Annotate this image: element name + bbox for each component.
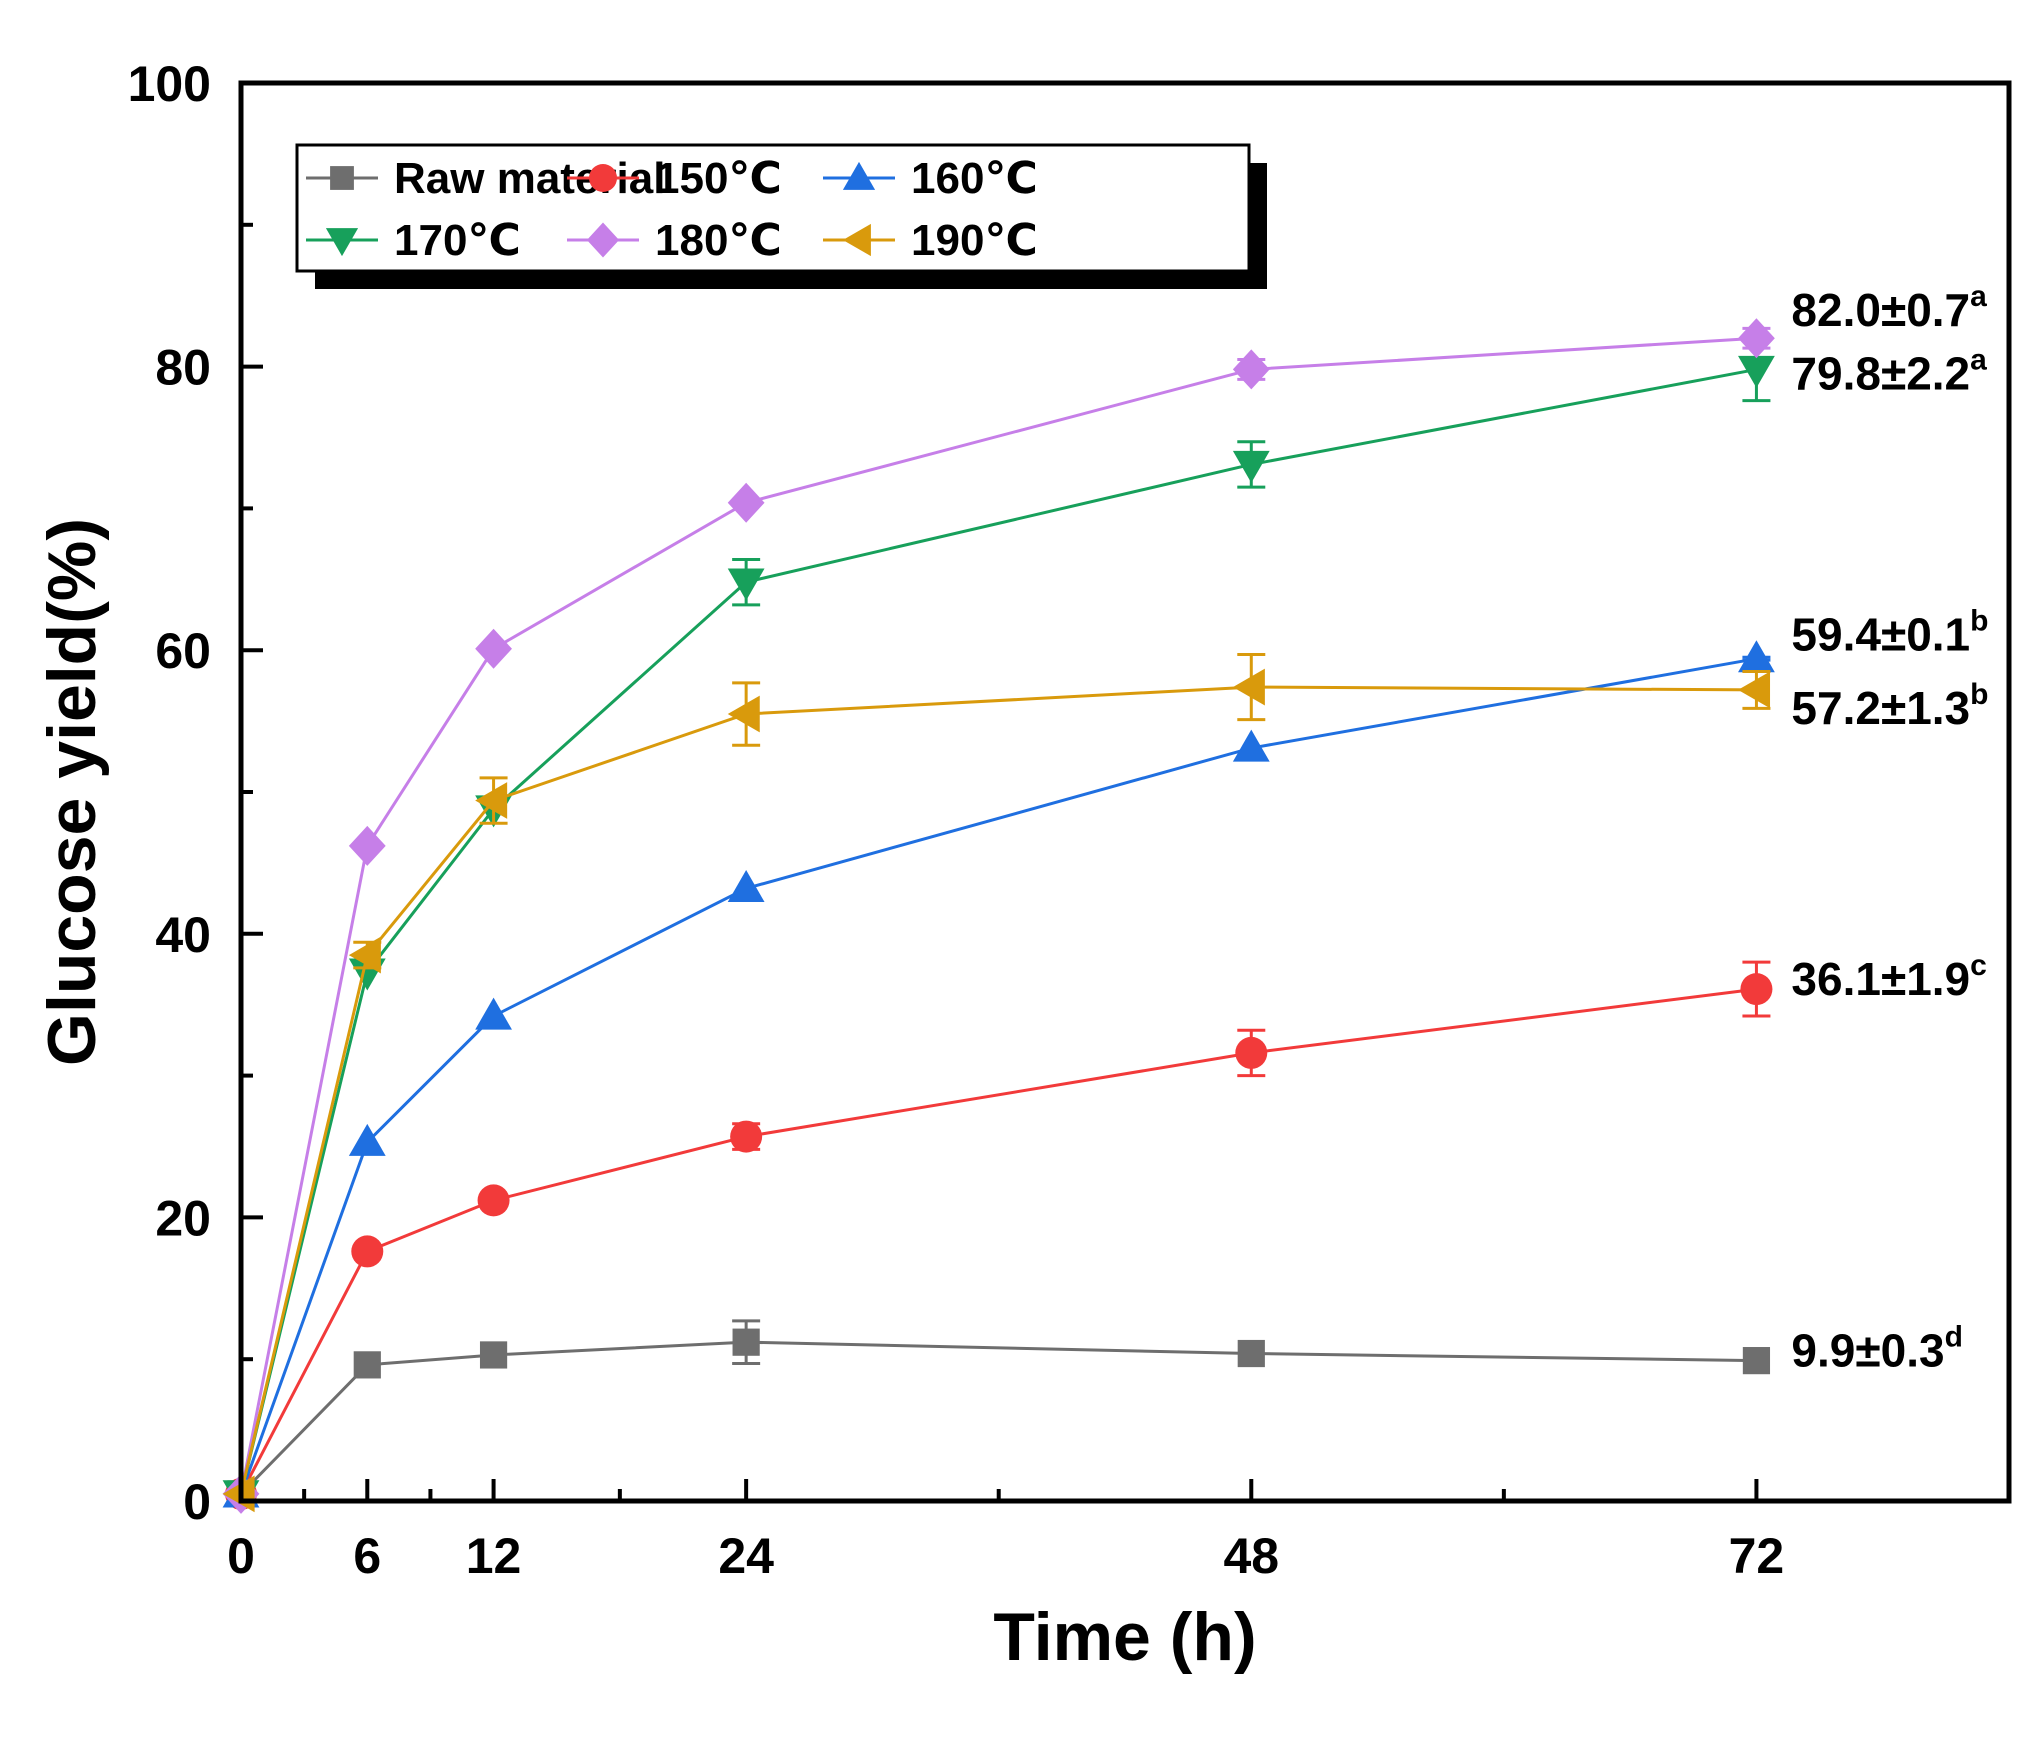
legend-box	[295, 143, 1251, 273]
tick-marks	[239, 81, 1759, 1503]
series-group	[227, 1319, 1771, 1508]
legend-marker	[842, 161, 876, 190]
legend-marker	[842, 223, 871, 257]
series-group	[222, 336, 1775, 1513]
data-point	[1738, 318, 1775, 359]
annotations: 82.0±0.7a 79.8±2.2a 59.4±0.1b 57.2±1.3b 36.1…	[1791, 280, 1988, 1376]
data-point	[1738, 355, 1775, 388]
series-group	[222, 640, 1775, 1508]
x-tick-label: 0	[227, 1528, 255, 1584]
data-point	[475, 997, 512, 1030]
legend-label: 160℃	[911, 154, 1038, 203]
data-point	[351, 1235, 384, 1268]
tick-labels: 0 6 12 24 48 72 0 20 40 60 80 100	[128, 56, 1785, 1584]
data-point	[727, 482, 765, 523]
series-layer	[222, 318, 1775, 1514]
legend-label: 180℃	[655, 216, 782, 265]
legend-label: 190℃	[911, 216, 1038, 265]
data-point	[1232, 729, 1270, 762]
legend-marker	[330, 166, 354, 190]
series-line	[239, 367, 1757, 1495]
data-point	[479, 1341, 508, 1369]
series-line	[239, 657, 1757, 1495]
y-tick-label: 20	[155, 1190, 211, 1246]
data-point	[477, 1184, 510, 1217]
legend-marker	[589, 164, 617, 192]
data-point	[732, 1328, 760, 1356]
value-annotation: 79.8±2.2a	[1791, 343, 1987, 399]
x-tick-label: 6	[353, 1528, 381, 1584]
value-annotation: 59.4±0.1b	[1791, 605, 1988, 661]
y-tick-label: 100	[128, 56, 211, 112]
series-line	[239, 1340, 1757, 1495]
data-point	[348, 1123, 386, 1156]
data-point	[1740, 973, 1773, 1006]
x-tick-label: 12	[466, 1528, 522, 1584]
data-point	[727, 870, 765, 903]
value-annotation: 9.9±0.3d	[1791, 1321, 1962, 1377]
value-annotation: 36.1±1.9c	[1791, 949, 1986, 1005]
legend-label: 150℃	[655, 154, 782, 203]
x-tick-label: 24	[718, 1528, 774, 1584]
x-tick-label: 72	[1729, 1528, 1785, 1584]
data-point	[1232, 450, 1270, 483]
data-point	[727, 695, 760, 733]
x-tick-label: 48	[1223, 1528, 1279, 1584]
data-point	[1742, 1347, 1771, 1375]
data-point	[730, 1120, 763, 1153]
legend-label: 170℃	[394, 216, 521, 265]
data-point	[348, 825, 386, 866]
data-point	[353, 1351, 381, 1379]
data-point	[1232, 668, 1265, 706]
series-group	[222, 318, 1775, 1514]
data-point	[1232, 349, 1270, 390]
data-point	[1738, 671, 1771, 709]
data-point	[475, 628, 512, 669]
data-point	[348, 936, 381, 974]
series-group	[222, 652, 1771, 1513]
value-annotation: 57.2±1.3b	[1791, 678, 1988, 734]
legend-marker	[325, 228, 359, 257]
series-line	[239, 987, 1757, 1495]
value-annotation: 82.0±0.7a	[1791, 280, 1987, 336]
series-group	[225, 960, 1773, 1510]
data-point	[1235, 1036, 1268, 1069]
y-tick-label: 80	[155, 340, 211, 396]
y-tick-label: 0	[183, 1474, 211, 1530]
y-axis-title: Glucose yield(%)	[34, 518, 110, 1066]
data-point	[1237, 1339, 1265, 1368]
y-tick-label: 40	[155, 907, 211, 963]
data-point	[1738, 640, 1775, 673]
data-point	[727, 568, 765, 601]
data-point	[475, 782, 508, 819]
series-line	[239, 685, 1757, 1495]
legend-marker	[586, 222, 620, 258]
x-axis-title: Time (h)	[993, 1599, 1256, 1675]
plot-frame	[238, 80, 2012, 1504]
y-tick-label: 60	[155, 623, 211, 679]
series-line	[239, 336, 1757, 1495]
